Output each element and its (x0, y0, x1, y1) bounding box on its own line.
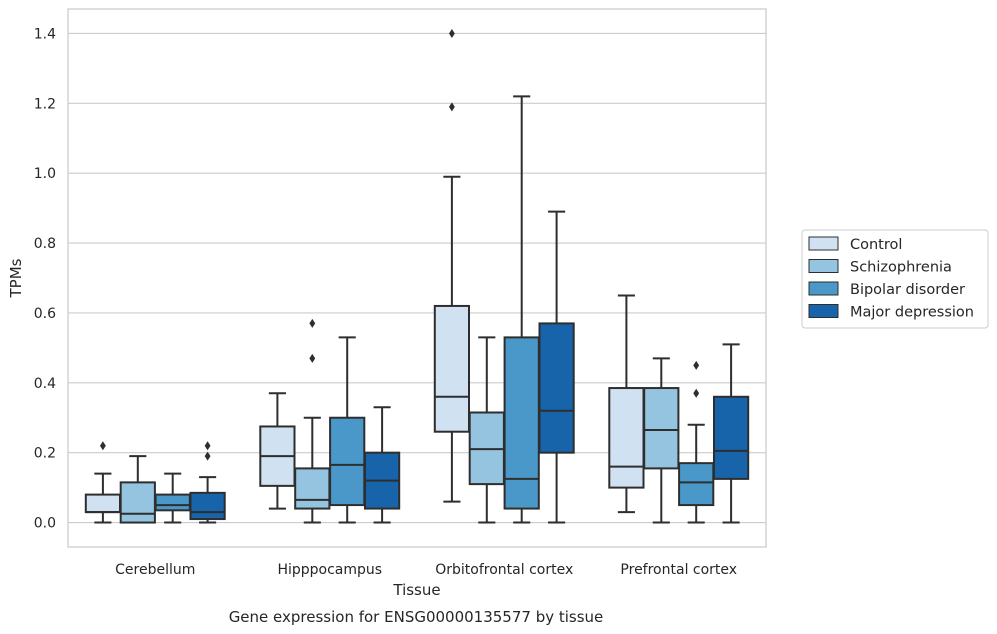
box-bipolar-disorder-2 (503, 95, 540, 524)
box-major-depression-1 (363, 406, 401, 524)
outlier-point (99, 441, 106, 451)
y-axis-label: TPMs (7, 258, 25, 298)
x-tick-label: Orbitofrontal cortex (435, 562, 573, 578)
x-tick-label: Cerebellum (115, 562, 195, 578)
box-series (84, 28, 750, 524)
legend-label: Schizophrenia (850, 260, 952, 276)
outlier-point (693, 360, 700, 370)
box-bipolar-disorder-0 (154, 472, 191, 524)
box-iqr (154, 493, 191, 512)
box-schizophrenia-3 (643, 357, 680, 524)
box-iqr (643, 387, 680, 470)
legend-label: Control (850, 237, 902, 253)
x-tick-label: Hipppocampus (277, 562, 382, 578)
box-control-1 (259, 392, 296, 510)
legend: Control Schizophrenia Bipolar disorder Majo… (801, 229, 989, 329)
box-iqr (433, 304, 471, 433)
y-tick-label: 1.2 (34, 96, 56, 112)
legend-swatch (808, 236, 839, 251)
box-iqr (84, 493, 122, 514)
box-major-depression-3 (712, 343, 750, 524)
outlier-point (448, 28, 455, 38)
outlier-point (309, 318, 316, 328)
x-tick-labels: Cerebellum Hipppocampus Orbitofrontal cort… (115, 562, 737, 578)
y-tick-label: 0.8 (34, 236, 56, 252)
box-bipolar-disorder-1 (329, 336, 366, 524)
outlier-point (448, 102, 455, 112)
box-iqr (189, 491, 226, 521)
box-major-depression-0 (189, 441, 226, 524)
y-tick-label: 1.4 (34, 26, 56, 42)
legend-swatch (808, 259, 839, 273)
box-iqr (538, 322, 575, 454)
y-tick-label: 0.6 (34, 306, 56, 322)
box-bipolar-disorder-3 (678, 360, 715, 524)
box-schizophrenia-1 (294, 318, 331, 524)
legend-swatch (808, 304, 839, 318)
outlier-point (204, 441, 211, 451)
box-major-depression-2 (538, 210, 575, 524)
box-control-0 (84, 441, 122, 524)
box-iqr (608, 387, 645, 489)
box-control-3 (608, 294, 645, 514)
legend-label: Major depression (850, 305, 974, 321)
y-tick-label: 0.4 (34, 376, 56, 392)
box-schizophrenia-2 (468, 336, 505, 524)
y-gridlines (68, 32, 766, 524)
plot-frame (67, 8, 767, 548)
legend-label: Bipolar disorder (850, 282, 965, 298)
y-tick-labels: 0.0 0.2 0.4 0.6 0.8 1.0 1.2 1.4 (34, 26, 56, 531)
box-iqr (678, 462, 715, 507)
box-iqr (119, 481, 156, 524)
box-iqr (712, 395, 750, 480)
outlier-point (309, 353, 316, 363)
box-iqr (329, 416, 366, 507)
box-control-2 (433, 28, 471, 503)
box-schizophrenia-0 (119, 455, 156, 524)
outlier-point (693, 388, 700, 398)
box-iqr (294, 467, 331, 510)
x-axis-label: Tissue (392, 581, 440, 599)
box-iqr (503, 336, 540, 510)
x-tick-label: Prefrontal cortex (620, 562, 737, 578)
y-tick-label: 1.0 (34, 166, 56, 182)
chart-caption: Gene expression for ENSG00000135577 by t… (229, 608, 604, 626)
y-tick-label: 0.2 (34, 446, 56, 462)
legend-swatch (808, 281, 839, 296)
outlier-point (204, 451, 211, 461)
legend-frame (801, 229, 989, 329)
y-tick-label: 0.0 (34, 516, 56, 532)
